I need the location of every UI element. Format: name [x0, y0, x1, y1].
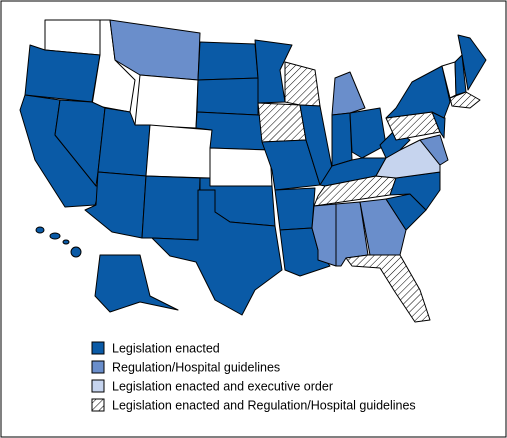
state	[94, 254, 179, 313]
legend-swatch	[91, 398, 105, 412]
state	[151, 189, 283, 316]
state	[331, 112, 353, 167]
state	[24, 44, 101, 103]
state	[209, 147, 273, 187]
state	[197, 41, 259, 81]
state	[349, 107, 387, 159]
state	[196, 77, 259, 116]
state	[419, 134, 449, 166]
legend-label: Legislation enacted and Regulation/Hospi…	[112, 398, 416, 412]
state	[375, 139, 441, 179]
state	[274, 187, 316, 231]
legend-label: Legislation enacted	[112, 341, 220, 355]
legend-swatch	[91, 379, 105, 393]
us-map	[19, 19, 487, 323]
state	[35, 226, 45, 234]
state	[257, 102, 307, 143]
state	[141, 175, 201, 241]
state	[385, 65, 451, 119]
legend-label: Regulation/Hospital guidelines	[112, 360, 280, 374]
state	[134, 74, 199, 129]
state	[145, 124, 213, 179]
state	[62, 239, 70, 245]
state	[44, 19, 101, 56]
legend-swatch	[91, 360, 105, 374]
state	[449, 91, 481, 109]
legend-label: Legislation enacted and executive order	[112, 379, 333, 393]
state	[345, 254, 431, 323]
legend-swatch	[91, 341, 105, 355]
state	[49, 232, 61, 240]
legend: Legislation enacted Regulation/Hospital g…	[91, 341, 416, 412]
state	[70, 246, 82, 258]
state	[457, 34, 487, 91]
state	[261, 139, 321, 191]
